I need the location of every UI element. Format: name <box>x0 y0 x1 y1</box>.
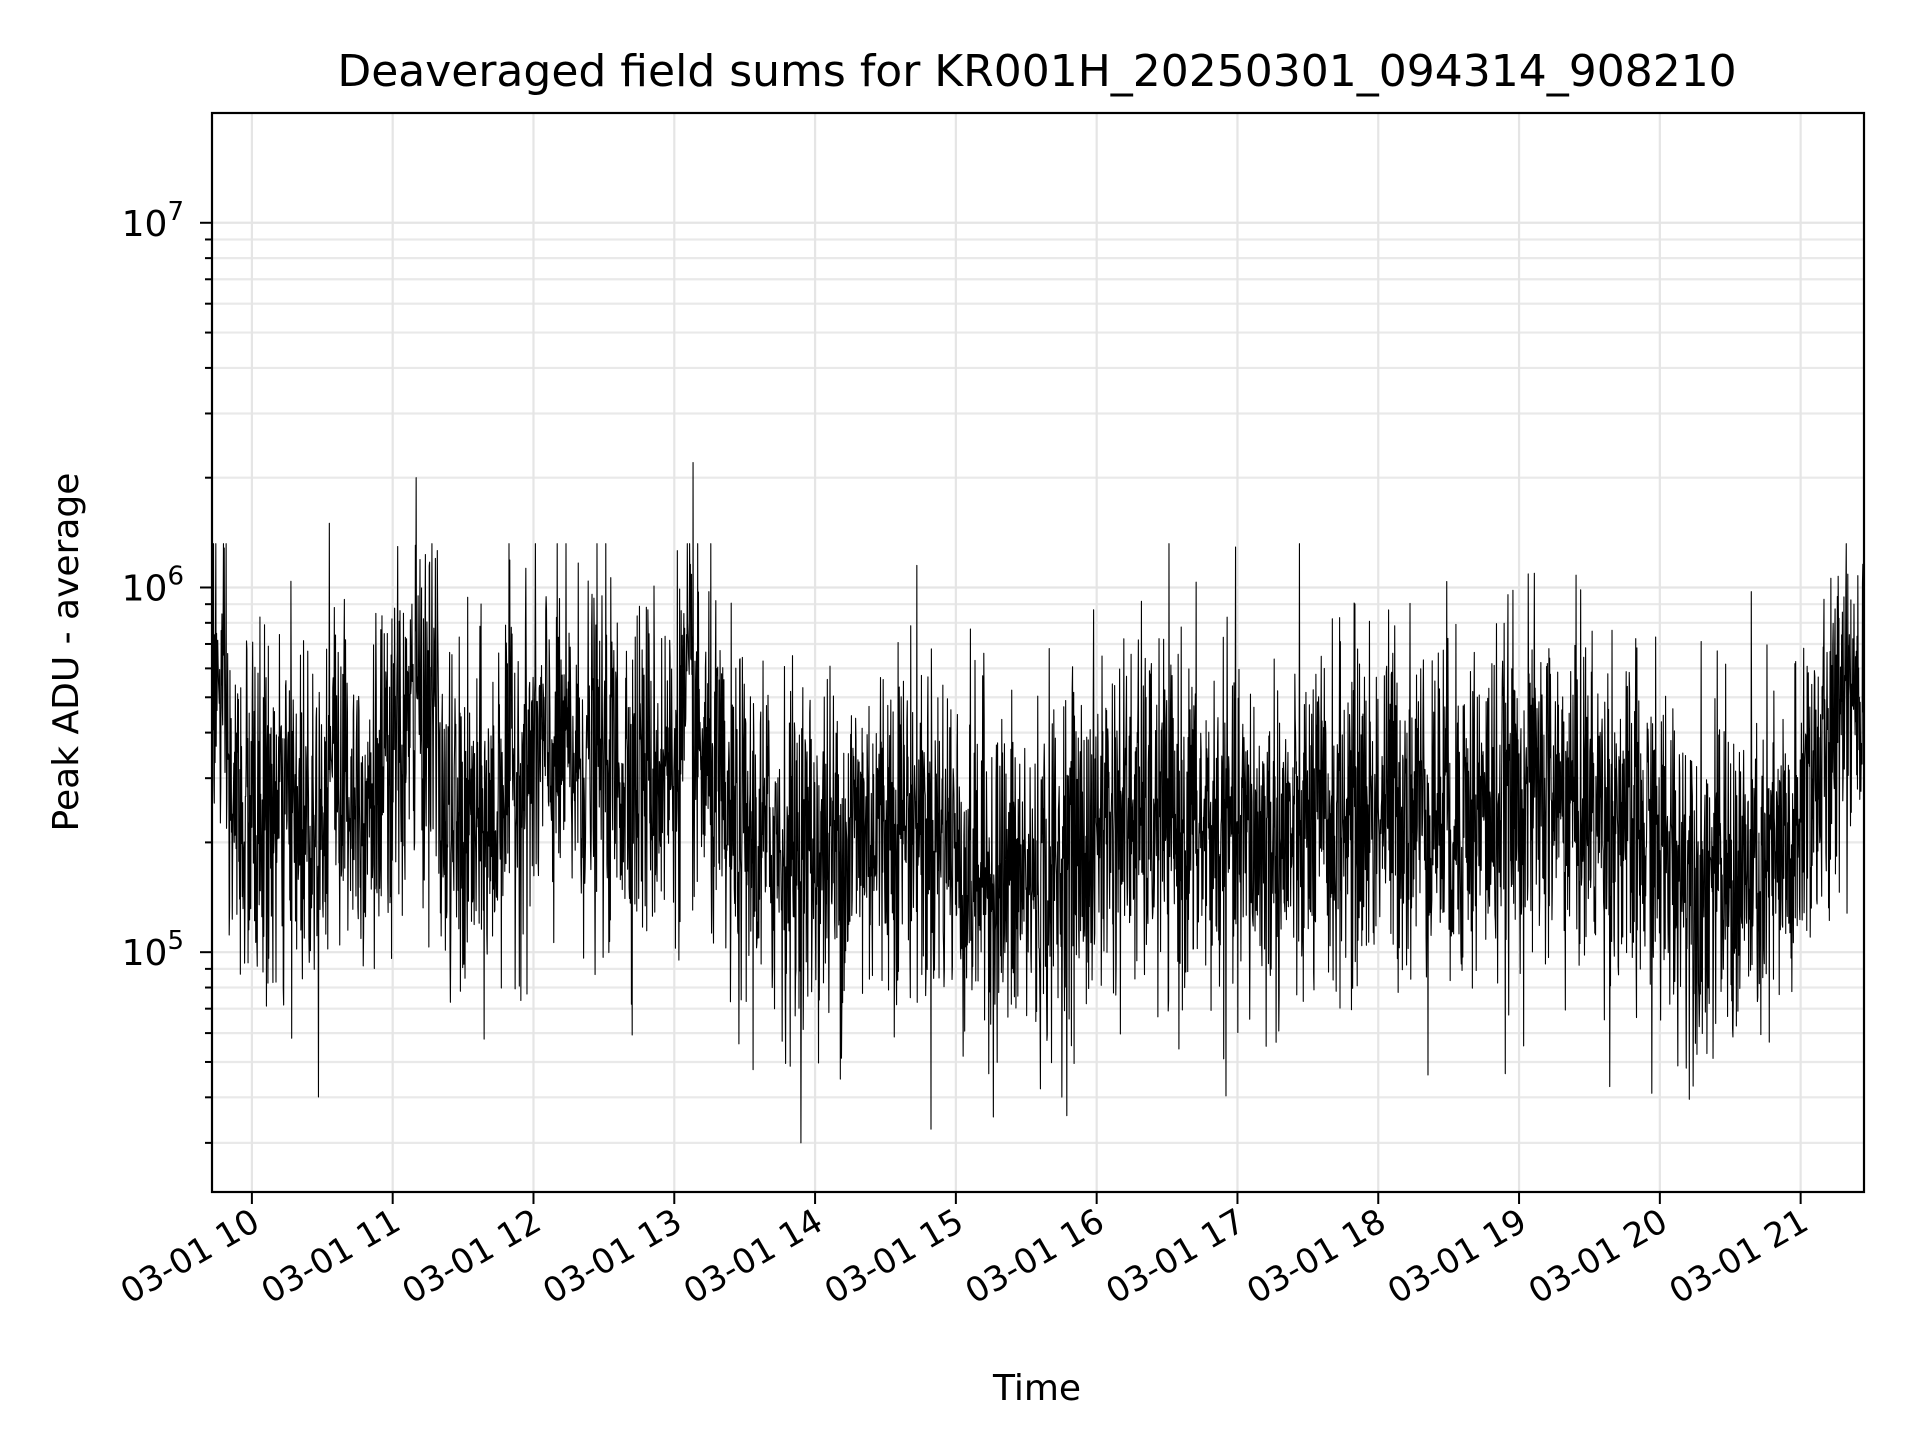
x-tick-label: 03-01 21 <box>1663 1201 1815 1312</box>
series-line <box>211 158 1865 1144</box>
chart-title: Deaveraged field sums for KR001H_2025030… <box>337 46 1736 97</box>
y-tick-label: 106 <box>122 561 184 609</box>
x-tick-label: 03-01 17 <box>1100 1201 1252 1312</box>
x-tick-label: 03-01 11 <box>255 1201 407 1312</box>
x-tick-label: 03-01 20 <box>1522 1201 1674 1312</box>
series-layer <box>211 158 1865 1144</box>
x-tick-label: 03-01 10 <box>114 1201 266 1312</box>
y-tick-label: 107 <box>122 197 184 245</box>
x-tick-label: 03-01 16 <box>959 1201 1111 1312</box>
x-tick-label: 03-01 13 <box>536 1201 688 1312</box>
x-tick-label: 03-01 19 <box>1381 1201 1533 1312</box>
x-axis-label: Time <box>992 1368 1081 1409</box>
x-tick-label: 03-01 15 <box>818 1201 970 1312</box>
x-tick-label: 03-01 12 <box>396 1201 548 1312</box>
plot-frame <box>210 111 1866 1194</box>
grid-layer <box>212 113 1864 1192</box>
y-axis-label: Peak ADU - average <box>46 473 87 832</box>
x-tick-label: 03-01 18 <box>1240 1201 1392 1312</box>
y-tick-label: 105 <box>122 926 184 974</box>
x-tick-label: 03-01 14 <box>677 1201 829 1312</box>
